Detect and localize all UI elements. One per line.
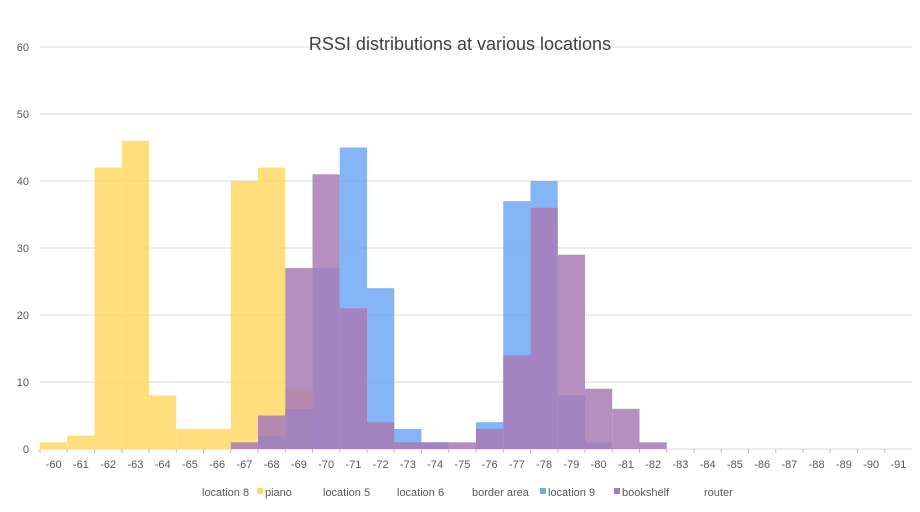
legend-label: location 9 — [548, 487, 595, 499]
x-tick-label: -64 — [155, 459, 171, 471]
bar-bookshelf — [339, 308, 367, 449]
legend-swatch — [315, 488, 321, 494]
legend-label: piano — [265, 487, 292, 499]
bars — [40, 140, 667, 450]
y-axis-ticks: 0 10 20 30 40 50 60 — [17, 42, 29, 456]
x-tick-label: -67 — [236, 459, 252, 471]
y-tick-label: 50 — [17, 109, 29, 121]
bar-piano — [121, 140, 149, 450]
x-tick-label: -82 — [645, 459, 661, 471]
legend-label: location 8 — [202, 487, 249, 499]
bar-bookshelf — [448, 442, 476, 449]
chart-title: RSSI distributions at various locations — [309, 34, 611, 54]
bar-piano — [258, 167, 286, 449]
legend-label: border area — [472, 487, 530, 499]
bar-bookshelf — [585, 388, 613, 449]
x-tick-label: -86 — [754, 459, 770, 471]
x-tick-label: -76 — [482, 459, 498, 471]
x-tick-label: -75 — [454, 459, 470, 471]
x-tick-label: -81 — [618, 459, 634, 471]
y-tick-label: 30 — [17, 243, 29, 255]
bar-bookshelf — [639, 442, 667, 449]
y-tick-label: 10 — [17, 377, 29, 389]
x-tick-label: -61 — [73, 459, 89, 471]
bar-bookshelf — [367, 422, 395, 449]
x-tick-label: -85 — [727, 459, 743, 471]
legend-label: location 5 — [323, 487, 370, 499]
gridlines — [40, 46, 912, 450]
bar-bookshelf — [421, 442, 449, 449]
y-tick-label: 20 — [17, 310, 29, 322]
x-tick-label: -72 — [373, 459, 389, 471]
x-tick-label: -71 — [345, 459, 361, 471]
bar-piano — [40, 442, 68, 449]
bar-piano — [203, 428, 231, 449]
bar-bookshelf — [557, 254, 585, 449]
bar-piano — [67, 435, 95, 449]
legend-swatch — [540, 488, 546, 494]
legend-swatch — [614, 488, 620, 494]
x-tick-label: -91 — [890, 459, 906, 471]
x-tick-label: -77 — [509, 459, 525, 471]
bar-piano — [176, 428, 204, 449]
x-tick-label: -70 — [318, 459, 334, 471]
legend-label: router — [704, 487, 733, 499]
bar-bookshelf — [394, 442, 422, 449]
bar-bookshelf — [476, 428, 504, 449]
bar-bookshelf — [503, 355, 531, 449]
bar-bookshelf — [230, 442, 258, 449]
legend: location 8 piano location 5 location 6 borde… — [194, 487, 733, 499]
x-tick-label: -83 — [672, 459, 688, 471]
x-tick-label: -80 — [591, 459, 607, 471]
bar-piano — [94, 167, 122, 449]
bar-bookshelf — [258, 415, 286, 449]
legend-swatch — [194, 488, 200, 494]
x-tick-label: -90 — [863, 459, 879, 471]
bar-bookshelf — [312, 174, 340, 450]
x-tick-label: -69 — [291, 459, 307, 471]
x-tick-label: -78 — [536, 459, 552, 471]
x-tick-label: -63 — [127, 459, 143, 471]
legend-swatch — [696, 488, 702, 494]
legend-swatch — [464, 488, 470, 494]
bar-bookshelf — [612, 408, 640, 449]
x-tick-label: -84 — [700, 459, 716, 471]
x-tick-label: -68 — [264, 459, 280, 471]
x-tick-label: -62 — [100, 459, 116, 471]
y-tick-label: 40 — [17, 176, 29, 188]
legend-swatch — [389, 488, 395, 494]
x-axis-ticks: -60 -61 -62 -63 -64 -65 -66 -67 -68 -69 -70 -71 -72-… — [39, 449, 906, 471]
y-tick-label: 60 — [17, 42, 29, 54]
x-tick-label: -89 — [836, 459, 852, 471]
x-tick-label: -74 — [427, 459, 443, 471]
x-tick-label: -66 — [209, 459, 225, 471]
legend-swatch — [257, 488, 263, 494]
x-tick-label: -79 — [563, 459, 579, 471]
x-tick-label: -60 — [46, 459, 62, 471]
bar-bookshelf — [285, 268, 313, 449]
x-tick-label: -73 — [400, 459, 416, 471]
x-tick-label: -88 — [809, 459, 825, 471]
legend-label: bookshelf — [622, 487, 670, 499]
legend-label: location 6 — [397, 487, 444, 499]
x-tick-label: -87 — [781, 459, 797, 471]
x-tick-label: -65 — [182, 459, 198, 471]
bar-bookshelf — [530, 207, 558, 449]
y-tick-label: 0 — [23, 444, 29, 456]
bar-piano — [149, 395, 177, 449]
bar-piano — [230, 181, 258, 449]
